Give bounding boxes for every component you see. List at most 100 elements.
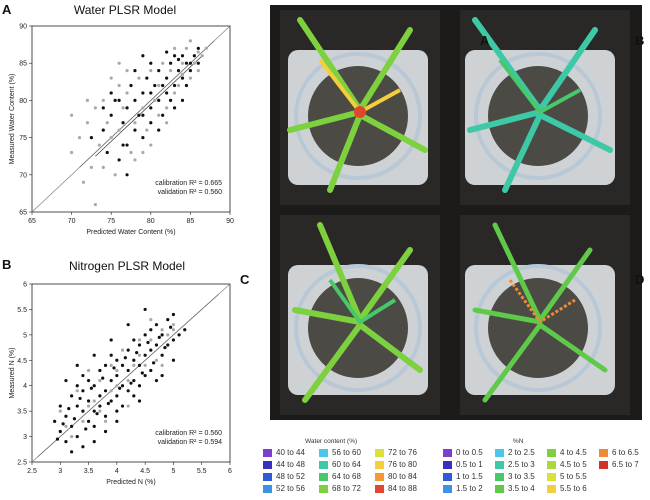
legend-item: 76 to 80: [375, 460, 417, 469]
calibration-point: [129, 381, 133, 385]
calibration-point: [125, 143, 129, 147]
image-panel-b: [460, 10, 630, 205]
legend-item: 4 to 4.5: [547, 448, 587, 457]
calibration-point: [149, 328, 153, 332]
calibration-point: [135, 351, 139, 355]
validation-point: [149, 338, 153, 342]
legend-item: 6.5 to 7: [599, 460, 639, 469]
calibration-point: [53, 419, 57, 423]
water-legend-title: Water content (%): [305, 438, 358, 445]
y-tick-label: 75: [19, 135, 27, 142]
validation-point: [81, 180, 86, 184]
calibration-point: [171, 312, 176, 317]
validation-point: [103, 419, 108, 423]
legend-item: 68 to 72: [319, 484, 361, 493]
validation-point: [166, 333, 170, 337]
validation-point: [109, 136, 113, 140]
r-squared-stat: validation R² = 0.594: [158, 439, 223, 446]
calibration-point: [75, 404, 79, 408]
calibration-point: [61, 422, 65, 426]
calibration-point: [70, 450, 74, 454]
legend-swatch: [443, 460, 452, 469]
calibration-point: [126, 348, 130, 352]
legend-item: 44 to 48: [263, 460, 305, 469]
legend-swatch: [443, 448, 452, 457]
calibration-point: [89, 136, 93, 140]
image-panel-d: [460, 215, 630, 415]
legend-swatch: [375, 472, 384, 481]
calibration-point: [169, 61, 173, 65]
calibration-point: [117, 158, 121, 162]
calibration-point: [123, 356, 127, 360]
calibration-point: [171, 358, 176, 362]
nitrogen-plsr-chart: 2.5 3 3.5 4 4.5 5 5.5 6 2.5 3 3.5 4 4.5 5 5.5 6 Predicte…: [9, 282, 232, 487]
validation-point: [89, 165, 93, 169]
calibration-point: [133, 98, 137, 102]
calibration-point: [81, 373, 85, 378]
calibration-point: [161, 113, 165, 117]
calibration-point: [196, 61, 200, 65]
calibration-point: [166, 318, 170, 322]
calibration-point: [196, 46, 200, 50]
panel-letter-a: A: [480, 33, 490, 48]
y-tick-label: 2.5: [17, 460, 27, 467]
calibration-point: [112, 366, 116, 370]
calibration-point: [92, 384, 96, 388]
calibration-point: [98, 368, 102, 373]
calibration-point: [172, 106, 177, 110]
y-axis-label: Measured Water Content (%): [9, 74, 16, 165]
legend-item: 1.5 to 2: [443, 484, 483, 493]
validation-point: [196, 50, 200, 54]
calibration-point: [118, 386, 122, 390]
x-tick-label: 6: [228, 468, 232, 475]
legend-label: 64 to 68: [332, 472, 361, 481]
legend-item: 5.5 to 6: [547, 484, 587, 493]
validation-point: [85, 121, 90, 125]
validation-point: [58, 409, 62, 413]
legend-item: 0 to 0.5: [443, 448, 483, 457]
legend-swatch: [495, 472, 504, 481]
chart-a-letter: A: [2, 2, 12, 17]
calibration-point: [141, 136, 145, 140]
validation-point: [160, 328, 164, 332]
legend-item: 40 to 44: [263, 448, 305, 457]
validation-point: [86, 368, 91, 373]
validation-point: [70, 150, 74, 155]
validation-point: [125, 69, 129, 73]
calibration-point: [89, 386, 93, 390]
y-tick-label: 3.5: [17, 409, 27, 416]
validation-point: [137, 76, 141, 80]
legend-item: 1 to 1.5: [443, 472, 483, 481]
validation-point: [120, 348, 125, 352]
calibration-point: [143, 307, 147, 312]
calibration-point: [86, 399, 91, 403]
panel-letter-b: B: [635, 33, 645, 48]
calibration-point: [92, 409, 96, 413]
calibration-point: [165, 76, 169, 80]
validation-point: [180, 72, 185, 76]
validation-point: [101, 165, 105, 169]
validation-point: [126, 379, 130, 383]
validation-point: [172, 91, 177, 95]
legend-label: 2.5 to 3: [508, 460, 535, 469]
validation-point: [117, 128, 121, 132]
calibration-point: [149, 348, 153, 352]
image-panel-a: [280, 10, 440, 205]
legend-swatch: [263, 460, 272, 469]
calibration-point: [81, 409, 85, 413]
calibration-point: [143, 333, 147, 337]
calibration-point: [140, 371, 144, 375]
calibration-point: [101, 106, 105, 110]
calibration-point: [160, 353, 164, 357]
calibration-point: [149, 61, 153, 65]
y-tick-label: 4.5: [17, 358, 27, 365]
calibration-point: [137, 363, 142, 367]
x-tick-label: 85: [187, 218, 195, 225]
legend-swatch: [319, 484, 328, 493]
calibration-point: [86, 379, 91, 383]
validation-point: [97, 143, 101, 147]
calibration-point: [165, 91, 169, 95]
calibration-point: [64, 440, 68, 444]
one-to-one-line: [31, 283, 231, 463]
calibration-point: [137, 384, 142, 388]
